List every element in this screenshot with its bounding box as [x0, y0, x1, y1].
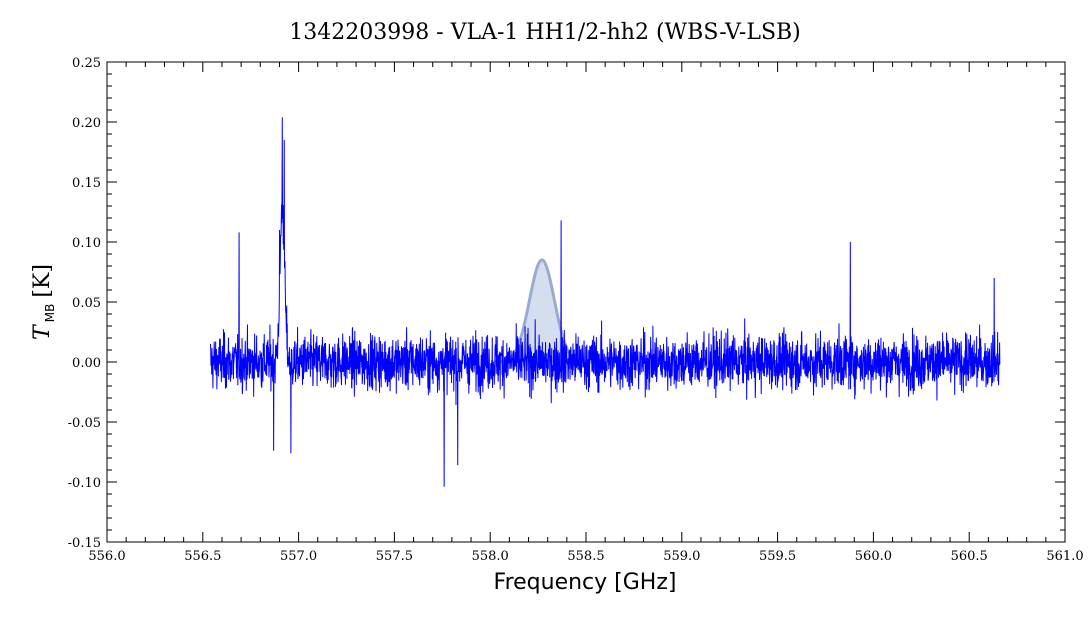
- x-tick-label: 557.5: [376, 549, 413, 564]
- y-tick-label: 0.20: [72, 116, 101, 131]
- x-tick-label: 559.5: [759, 549, 796, 564]
- x-tick-label: 560.0: [855, 549, 892, 564]
- spectrum-layer: [209, 117, 1001, 487]
- y-tick-label: -0.05: [68, 416, 101, 431]
- y-axis: 0.25 0.20 0.15 0.10 0.05 0.00 -0.05 -0.10 -0.15: [68, 56, 1065, 551]
- y-tick-label: 0.00: [72, 356, 101, 371]
- y-tick-label: 0.15: [72, 176, 101, 191]
- x-tick-label: 556.0: [88, 549, 125, 564]
- plot-area: [209, 117, 1001, 487]
- x-tick-label: 558.5: [567, 549, 604, 564]
- y-tick-label: -0.15: [68, 536, 101, 551]
- x-tick-label: 558.0: [472, 549, 509, 564]
- y-axis-label-subscript: MB: [43, 304, 57, 323]
- chart-title: 1342203998 - VLA-1 HH1/2-hh2 (WBS-V-LSB): [289, 20, 801, 45]
- gaussian-fit-fill: [492, 260, 592, 362]
- axes-frame: [106, 61, 1066, 543]
- svg-text:TMB[K]: TMB [K]: [30, 264, 57, 340]
- y-axis-label-symbol: T: [30, 323, 55, 340]
- y-tick-label: -0.10: [68, 476, 101, 491]
- x-tick-label: 556.5: [184, 549, 221, 564]
- x-axis-label: Frequency [GHz]: [494, 570, 677, 595]
- y-tick-label: 0.25: [72, 56, 101, 71]
- y-tick-label: 0.10: [72, 236, 101, 251]
- x-tick-label: 557.0: [280, 549, 317, 564]
- x-tick-label: 559.0: [663, 549, 700, 564]
- spectrum-line: [209, 117, 1001, 487]
- y-axis-label-unit: [K]: [30, 264, 55, 298]
- x-tick-label: 560.5: [951, 549, 988, 564]
- y-axis-label: TMB [K]: [30, 264, 57, 340]
- x-axis: 556.0 556.5 557.0 557.5 558.0 558.5 559.0 559.5…: [88, 62, 1084, 564]
- y-tick-label: 0.05: [72, 296, 101, 311]
- x-tick-label: 561.0: [1046, 549, 1083, 564]
